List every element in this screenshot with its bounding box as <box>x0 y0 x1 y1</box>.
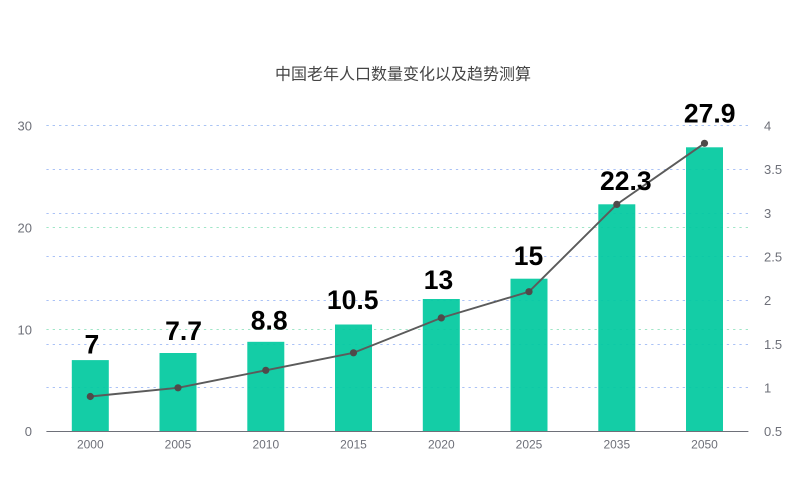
svg-text:3.5: 3.5 <box>764 162 782 177</box>
svg-text:2025: 2025 <box>516 438 543 452</box>
svg-text:15: 15 <box>514 241 543 271</box>
svg-text:7.7: 7.7 <box>165 316 202 346</box>
svg-text:2015: 2015 <box>340 438 367 452</box>
svg-text:2035: 2035 <box>603 438 630 452</box>
svg-text:3: 3 <box>764 206 771 221</box>
svg-text:2: 2 <box>764 293 771 308</box>
svg-text:13: 13 <box>424 265 453 295</box>
svg-text:20: 20 <box>18 220 32 235</box>
svg-text:0.5: 0.5 <box>764 424 782 439</box>
svg-text:4: 4 <box>764 119 771 134</box>
svg-text:2000: 2000 <box>77 438 104 452</box>
svg-text:1: 1 <box>764 381 771 396</box>
svg-text:2.5: 2.5 <box>764 250 782 265</box>
svg-text:8.8: 8.8 <box>251 305 288 335</box>
svg-text:10: 10 <box>18 322 32 337</box>
svg-text:中国老年人口数量变化以及趋势测算: 中国老年人口数量变化以及趋势测算 <box>275 65 531 84</box>
svg-text:0: 0 <box>25 424 32 439</box>
svg-text:10.5: 10.5 <box>327 285 379 315</box>
svg-text:22.3: 22.3 <box>600 166 652 196</box>
svg-text:2020: 2020 <box>428 438 455 452</box>
svg-text:2050: 2050 <box>691 438 718 452</box>
svg-text:7: 7 <box>85 329 100 359</box>
svg-text:30: 30 <box>18 119 32 134</box>
svg-text:1.5: 1.5 <box>764 337 782 352</box>
svg-text:27.9: 27.9 <box>684 99 736 129</box>
svg-text:2010: 2010 <box>252 438 279 452</box>
svg-text:2005: 2005 <box>165 438 192 452</box>
